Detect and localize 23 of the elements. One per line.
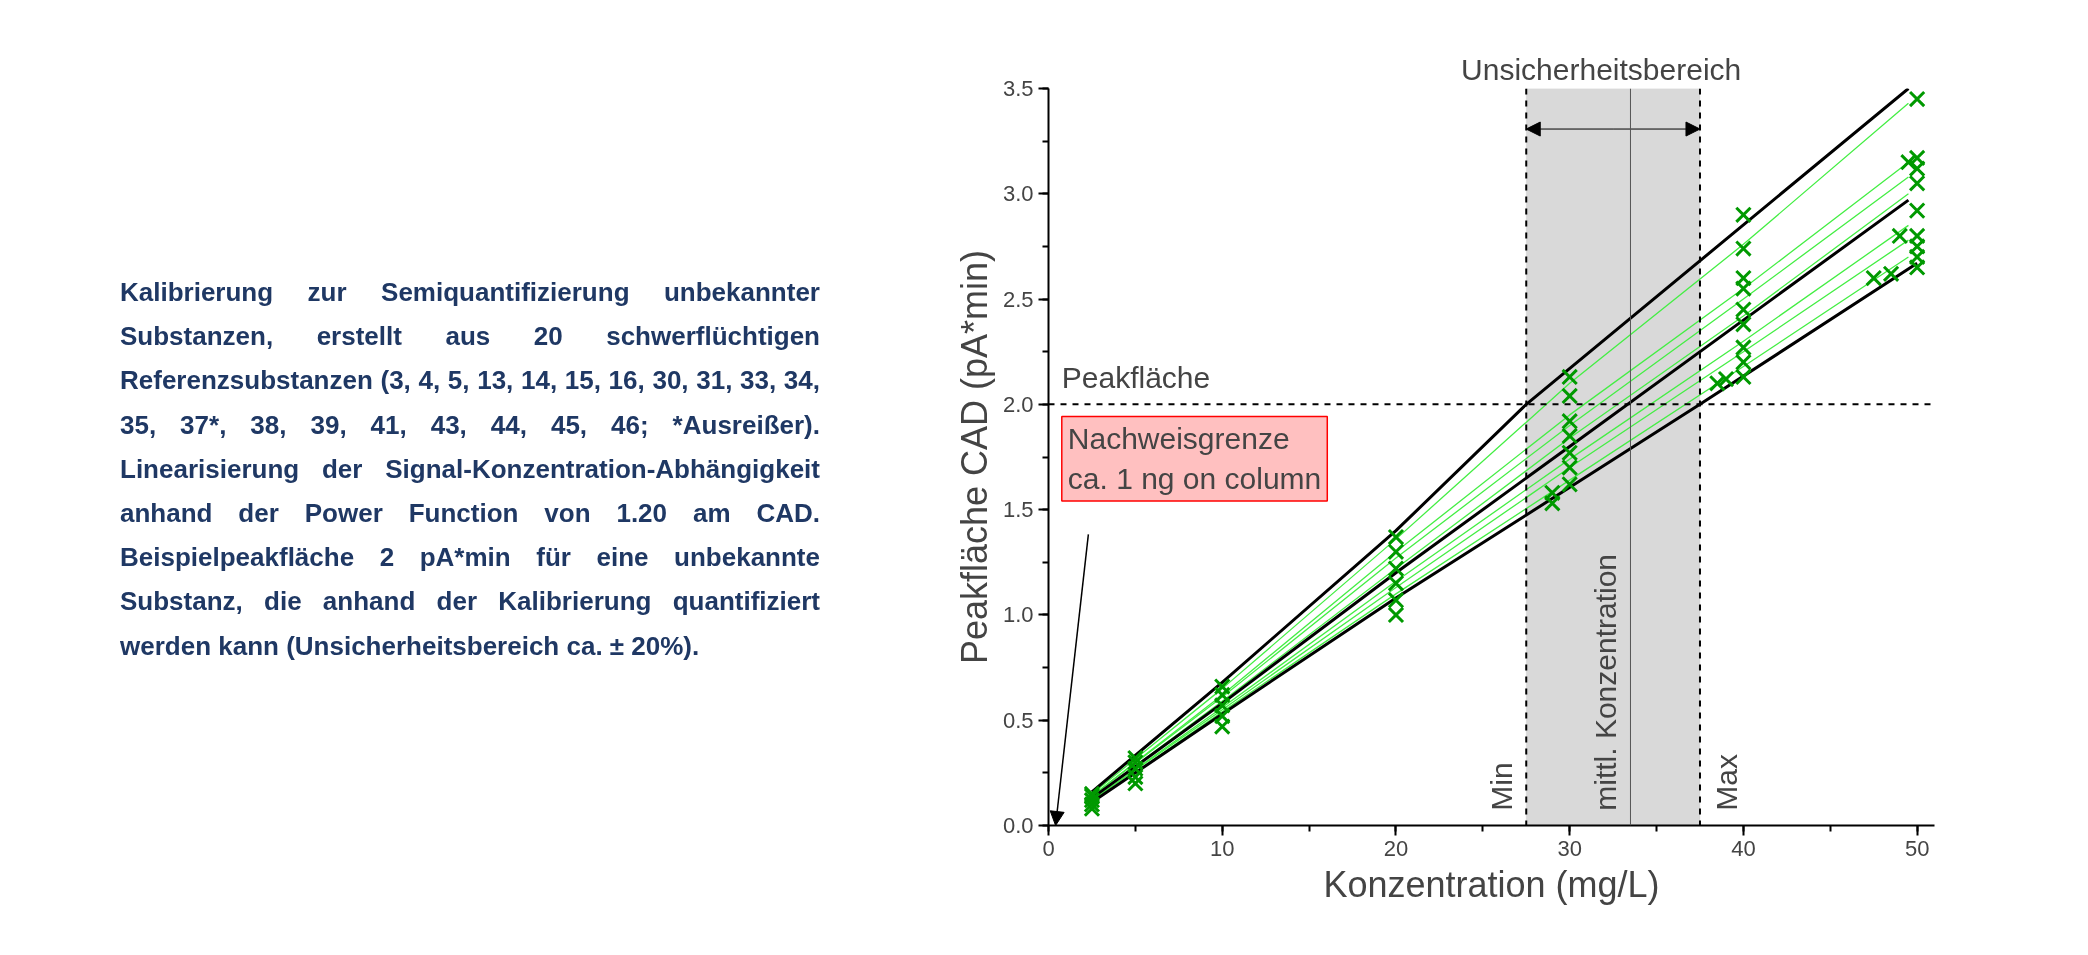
- x-axis-title: Konzentration (mg/L): [1323, 863, 1660, 905]
- y-tick-label: 0.0: [1002, 813, 1034, 838]
- annotation: Nachweisgrenze ca. 1 ng on column: [1067, 422, 1322, 496]
- y-tick-label: 3.5: [1002, 76, 1034, 101]
- x-tick-label: 50: [1904, 835, 1930, 861]
- ref-line-label: Peakfläche: [1061, 361, 1211, 395]
- y-tick-label: 0.5: [1002, 707, 1034, 733]
- y-tick-label: 2.0: [1002, 391, 1034, 417]
- x-tick-label: 10: [1209, 835, 1235, 861]
- y-axis-title: Peakfläche CAD (pA*min): [953, 249, 995, 665]
- y-tick-label: 3.0: [1002, 181, 1034, 207]
- ref-line-label: Min: [1485, 762, 1519, 811]
- y-tick-label: 1.5: [1002, 497, 1034, 523]
- x-tick-label: 30: [1557, 835, 1582, 861]
- x-tick-label: 40: [1731, 835, 1756, 861]
- text: Kalibrierung zur Semiquantifizierung unbekannter Substanzen, erstellt aus 20 schwerflüchtigen Referenzsubstanzen (3, 4, 5, 13, 14, 15, 16, 30, 31, 33, 34, 35, 37*, 38, 39, 41, 43, 44, 45, 46; *Ausreißer). Linearisierung der Signal-Konzentration-Abhängigkeit anhand der Power Function von 1.20 am CAD. Beispielpeakfläche 2 pA*min für eine unbekannte Substanz, die anhand der Kalibrierung quantifiziert werden kann (Unsicherheitsbereich ca. ± 20%).: [120, 277, 820, 661]
- y-tick-label: 1.0: [1002, 602, 1034, 628]
- band-label: Unsicherheitsbereich: [1461, 52, 1742, 86]
- x-tick-label: 0: [1042, 835, 1055, 861]
- x-tick-label: 20: [1383, 835, 1409, 861]
- y-tick-label: 2.5: [1002, 286, 1034, 312]
- ref-line-label: mittl. Konzentration: [1589, 553, 1623, 811]
- ref-line-label: Max: [1709, 754, 1743, 811]
